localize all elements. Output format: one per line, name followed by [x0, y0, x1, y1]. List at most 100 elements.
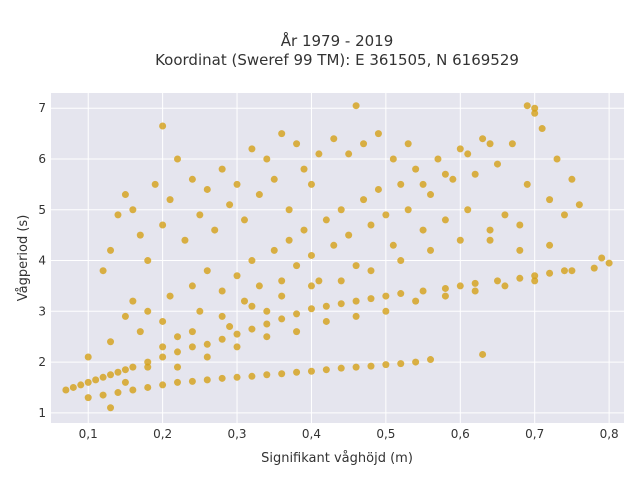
scatter-point	[293, 310, 301, 318]
scatter-point	[330, 135, 338, 143]
scatter-point	[493, 277, 501, 285]
x-tick-label: 0,4	[302, 427, 321, 441]
scatter-point	[240, 297, 248, 305]
scatter-point	[322, 366, 330, 374]
scatter-point	[501, 211, 509, 219]
scatter-point	[181, 236, 189, 244]
scatter-point	[449, 175, 457, 183]
scatter-point	[218, 165, 226, 173]
scatter-point	[486, 236, 494, 244]
scatter-point	[479, 135, 487, 143]
scatter-point	[196, 307, 204, 315]
y-tick-label: 5	[38, 203, 46, 217]
scatter-point	[382, 292, 390, 300]
scatter-point	[501, 282, 509, 290]
scatter-point	[523, 180, 531, 188]
scatter-point	[270, 175, 278, 183]
scatter-point	[389, 155, 397, 163]
scatter-point	[77, 381, 85, 389]
scatter-point	[248, 372, 256, 380]
scatter-point	[226, 201, 234, 209]
scatter-point	[337, 206, 345, 214]
scatter-point	[188, 377, 196, 385]
scatter-point	[248, 145, 256, 153]
scatter-point	[315, 150, 323, 158]
scatter-point	[330, 241, 338, 249]
scatter-point	[263, 371, 271, 379]
scatter-point	[263, 333, 271, 341]
scatter-point	[531, 104, 539, 112]
scatter-point	[92, 376, 100, 384]
scatter-point	[293, 328, 301, 336]
scatter-point	[136, 231, 144, 239]
scatter-point	[226, 323, 234, 331]
scatter-point	[211, 226, 219, 234]
scatter-point	[233, 373, 241, 381]
y-tick-label: 7	[38, 101, 46, 115]
scatter-point	[456, 282, 464, 290]
scatter-point	[107, 246, 115, 254]
x-tick-label: 0,1	[79, 427, 98, 441]
scatter-point	[300, 165, 308, 173]
scatter-point	[419, 287, 427, 295]
scatter-point	[278, 292, 286, 300]
scatter-point	[434, 155, 442, 163]
y-tick-label: 3	[38, 304, 46, 318]
scatter-point	[203, 267, 211, 275]
scatter-point	[307, 305, 315, 313]
scatter-point	[382, 361, 390, 369]
scatter-point	[568, 175, 576, 183]
scatter-point	[516, 246, 524, 254]
scatter-point	[508, 140, 516, 148]
scatter-point	[441, 170, 449, 178]
scatter-point	[233, 330, 241, 338]
scatter-point	[441, 292, 449, 300]
x-tick-label: 0,8	[600, 427, 619, 441]
scatter-point	[144, 363, 152, 371]
scatter-point	[598, 254, 606, 262]
scatter-point	[337, 277, 345, 285]
scatter-point	[144, 358, 152, 366]
y-tick-labels: 1 2 3 4 5 6 7	[38, 101, 46, 420]
scatter-point	[345, 231, 353, 239]
scatter-point	[99, 391, 107, 399]
scatter-point	[382, 307, 390, 315]
scatter-point	[278, 130, 286, 138]
scatter-point	[174, 348, 182, 356]
scatter-point	[322, 317, 330, 325]
scatter-point	[174, 333, 182, 341]
scatter-point	[307, 180, 315, 188]
scatter-point	[419, 180, 427, 188]
scatter-point	[233, 272, 241, 280]
scatter-point	[389, 241, 397, 249]
scatter-point	[479, 350, 487, 358]
scatter-point	[129, 206, 137, 214]
scatter-point	[307, 251, 315, 259]
scatter-point	[307, 282, 315, 290]
scatter-point	[240, 216, 248, 224]
scatter-point	[166, 292, 174, 300]
scatter-point	[248, 302, 256, 310]
scatter-point	[367, 295, 375, 303]
scatter-point	[397, 360, 405, 368]
scatter-point	[263, 307, 271, 315]
scatter-point	[553, 155, 561, 163]
scatter-point	[196, 211, 204, 219]
scatter-point	[516, 221, 524, 229]
scatter-point	[233, 343, 241, 351]
scatter-point	[456, 236, 464, 244]
scatter-point	[114, 368, 122, 376]
scatter-point	[263, 320, 271, 328]
scatter-point	[464, 206, 472, 214]
scatter-point	[575, 201, 583, 209]
scatter-point	[188, 343, 196, 351]
scatter-point	[360, 140, 368, 148]
scatter-point	[248, 257, 256, 265]
scatter-point	[136, 328, 144, 336]
scatter-point	[523, 102, 531, 110]
scatter-point	[107, 371, 115, 379]
scatter-point	[427, 356, 435, 364]
scatter-point	[493, 160, 501, 168]
scatter-point	[121, 378, 129, 386]
